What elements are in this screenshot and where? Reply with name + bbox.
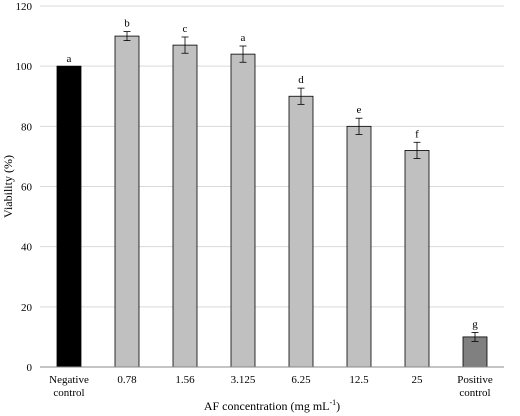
y-tick-label: 20	[21, 302, 33, 314]
error-bar	[355, 117, 363, 135]
x-axis-label-superscript: -1	[329, 398, 336, 407]
significance-letters: a b c a d e f g	[67, 18, 479, 331]
x-tick-label: Negative control	[49, 374, 89, 399]
bars	[56, 35, 488, 368]
significance-letter: e	[357, 104, 362, 116]
x-tick-labels: Negative control 0.78 1.56 3.125 6.25 12.5 25 Po…	[49, 374, 493, 399]
bar	[230, 53, 256, 368]
y-tick-labels: 0 20 40 60 80 100 120	[16, 1, 33, 374]
error-bar	[239, 45, 247, 63]
x-axis-label-close: )	[336, 399, 340, 413]
x-tick-label: 6.25	[291, 374, 311, 386]
significance-letter: a	[241, 32, 246, 44]
bar	[56, 65, 82, 368]
y-tick-label: 40	[21, 242, 33, 254]
y-tick-label: 60	[21, 182, 33, 194]
error-bar	[123, 31, 131, 41]
x-tick-label: 1.56	[175, 374, 195, 386]
bar	[288, 95, 314, 368]
bar	[172, 44, 198, 368]
error-bars	[123, 31, 479, 342]
error-bar	[297, 87, 305, 105]
significance-letter: c	[183, 23, 188, 35]
x-tick-label: 12.5	[349, 374, 369, 386]
significance-letter: g	[472, 318, 478, 330]
x-tick-label: Positive control	[457, 374, 493, 399]
x-axis-label: AF concentration (mg mL-1)	[204, 398, 340, 413]
bar	[114, 35, 140, 368]
x-tick-label: 0.78	[117, 374, 137, 386]
bar	[404, 149, 430, 368]
significance-letter: f	[415, 128, 419, 140]
bar	[346, 125, 372, 368]
x-tick-label: 25	[412, 374, 424, 386]
x-axis-label-text: AF concentration (mg mL	[204, 399, 330, 413]
y-axis-label: Viability (%)	[1, 155, 15, 218]
y-tick-label: 120	[16, 1, 33, 13]
significance-letter: d	[298, 74, 304, 86]
y-tick-label: 80	[21, 121, 33, 133]
error-bar	[181, 36, 189, 54]
y-tick-label: 100	[16, 61, 33, 73]
error-bar	[471, 332, 479, 342]
y-tick-label: 0	[27, 362, 33, 374]
significance-letter: a	[67, 53, 72, 65]
error-bar	[413, 141, 421, 159]
significance-letter: b	[124, 18, 130, 30]
x-tick-label: 3.125	[231, 374, 256, 386]
gridlines	[40, 5, 504, 308]
